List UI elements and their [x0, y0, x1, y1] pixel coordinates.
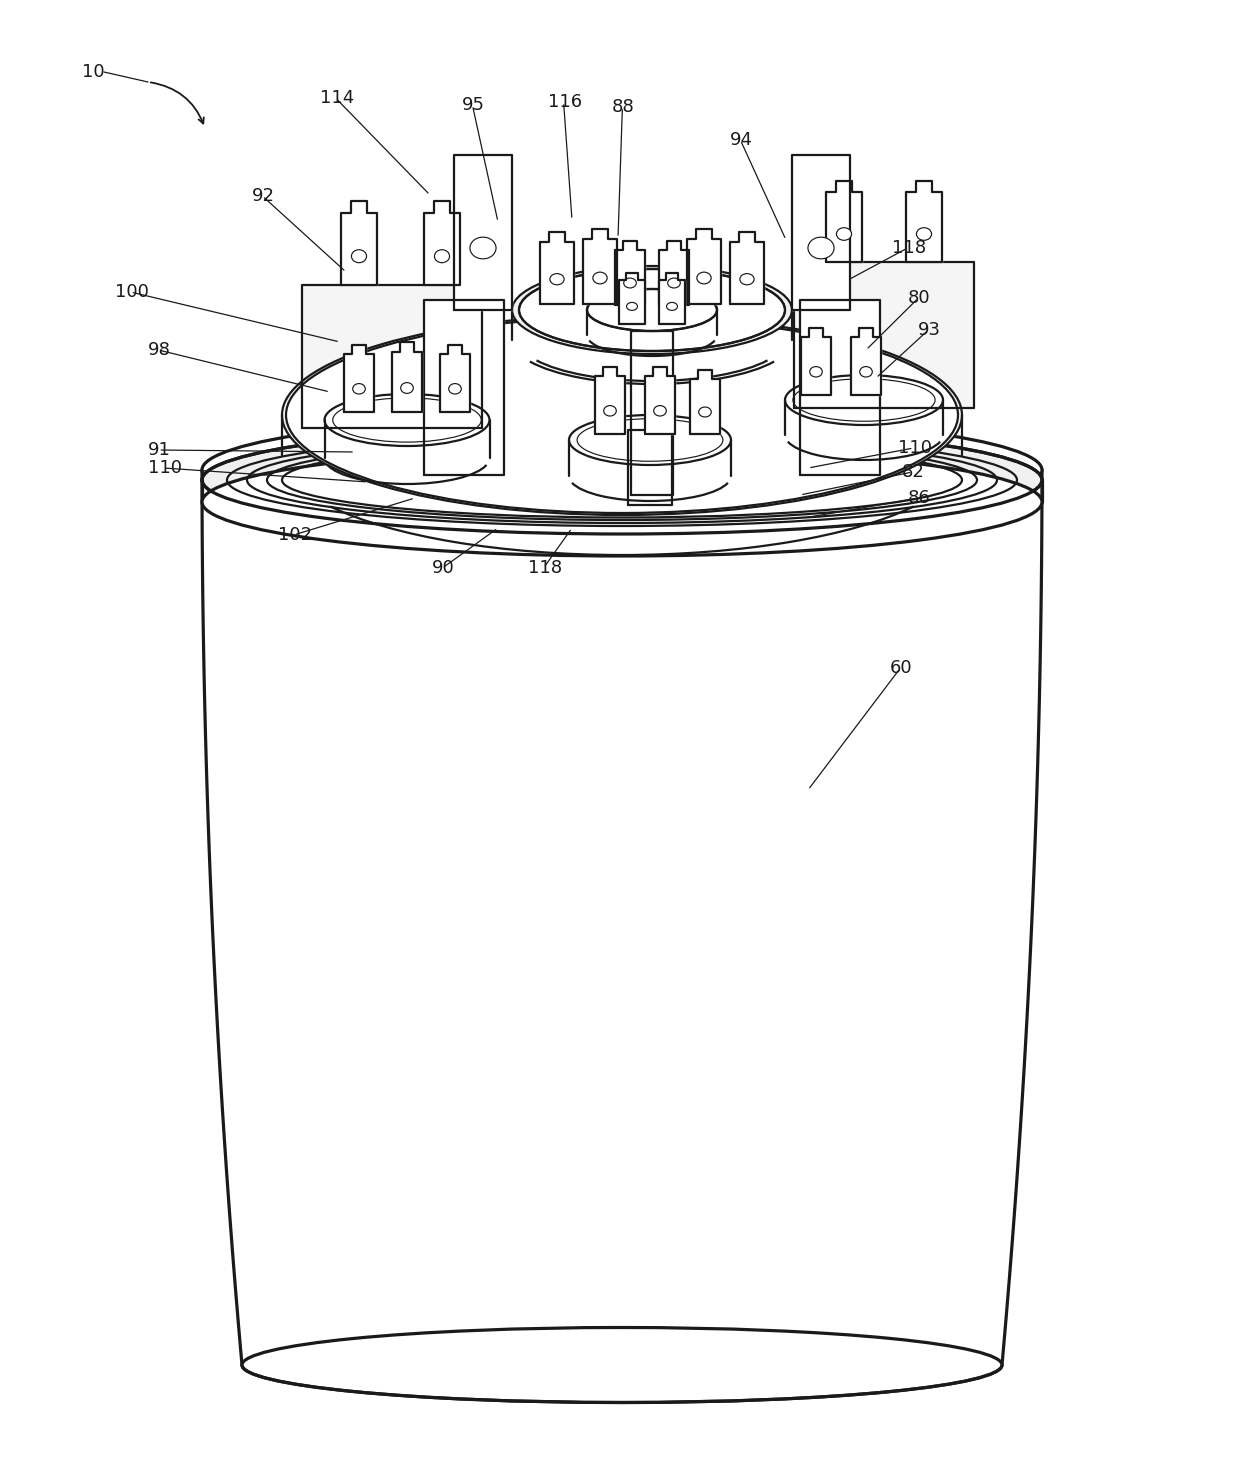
Polygon shape	[658, 273, 684, 324]
Polygon shape	[645, 367, 675, 435]
Polygon shape	[906, 180, 942, 262]
Polygon shape	[658, 241, 689, 304]
Text: 93: 93	[918, 321, 941, 338]
Polygon shape	[454, 155, 512, 310]
Ellipse shape	[281, 315, 962, 514]
Ellipse shape	[626, 303, 637, 310]
Text: 92: 92	[252, 188, 275, 205]
Polygon shape	[631, 331, 673, 495]
Ellipse shape	[352, 384, 366, 395]
Polygon shape	[615, 241, 645, 304]
Ellipse shape	[470, 236, 496, 259]
Ellipse shape	[401, 383, 413, 393]
Ellipse shape	[520, 269, 785, 350]
Ellipse shape	[697, 272, 712, 284]
Ellipse shape	[325, 395, 490, 446]
Ellipse shape	[202, 448, 1042, 556]
Polygon shape	[202, 470, 1042, 1366]
Polygon shape	[583, 229, 618, 304]
Polygon shape	[303, 285, 482, 429]
Text: 90: 90	[432, 559, 455, 576]
Ellipse shape	[859, 367, 872, 377]
Polygon shape	[826, 180, 862, 262]
Text: 100: 100	[115, 282, 149, 302]
Polygon shape	[801, 328, 831, 395]
Text: 82: 82	[901, 463, 925, 480]
Polygon shape	[424, 300, 503, 474]
Ellipse shape	[624, 278, 636, 288]
Polygon shape	[792, 155, 849, 310]
Ellipse shape	[286, 316, 959, 513]
Polygon shape	[539, 232, 574, 304]
Ellipse shape	[242, 1327, 1002, 1403]
Polygon shape	[687, 229, 720, 304]
Text: 110: 110	[898, 439, 932, 457]
Polygon shape	[627, 430, 672, 505]
Ellipse shape	[740, 273, 754, 285]
Polygon shape	[424, 201, 460, 285]
Text: 86: 86	[908, 489, 931, 507]
Text: 94: 94	[730, 132, 753, 149]
Text: 118: 118	[528, 559, 562, 576]
Polygon shape	[440, 344, 470, 412]
Ellipse shape	[593, 272, 608, 284]
Ellipse shape	[604, 405, 616, 415]
Polygon shape	[730, 232, 764, 304]
Polygon shape	[619, 273, 645, 324]
Ellipse shape	[434, 250, 450, 263]
Polygon shape	[689, 370, 720, 435]
Ellipse shape	[653, 405, 666, 415]
Text: 102: 102	[278, 526, 312, 544]
Ellipse shape	[916, 228, 931, 241]
Ellipse shape	[549, 273, 564, 285]
Ellipse shape	[785, 375, 942, 426]
Ellipse shape	[667, 303, 677, 310]
Ellipse shape	[667, 278, 681, 288]
Text: 91: 91	[148, 440, 171, 460]
Text: 88: 88	[613, 98, 635, 115]
Text: 118: 118	[892, 239, 926, 257]
Ellipse shape	[587, 290, 717, 331]
Ellipse shape	[808, 236, 835, 259]
Text: 95: 95	[463, 96, 485, 114]
Polygon shape	[341, 201, 377, 285]
Ellipse shape	[837, 228, 852, 241]
Text: 60: 60	[890, 659, 913, 677]
Ellipse shape	[698, 406, 712, 417]
Polygon shape	[800, 300, 880, 474]
Ellipse shape	[351, 250, 367, 263]
Ellipse shape	[569, 415, 732, 466]
Text: 110: 110	[148, 460, 182, 477]
Ellipse shape	[449, 384, 461, 395]
Polygon shape	[595, 367, 625, 435]
Polygon shape	[851, 328, 880, 395]
Polygon shape	[392, 343, 422, 412]
Ellipse shape	[202, 415, 1042, 525]
Text: 98: 98	[148, 341, 171, 359]
Text: 114: 114	[320, 89, 355, 106]
Ellipse shape	[512, 266, 792, 355]
Text: 116: 116	[548, 93, 582, 111]
Ellipse shape	[810, 367, 822, 377]
Text: 80: 80	[908, 290, 931, 307]
Polygon shape	[794, 262, 973, 408]
Polygon shape	[343, 344, 374, 412]
Text: 10: 10	[82, 64, 104, 81]
Ellipse shape	[202, 426, 1042, 534]
